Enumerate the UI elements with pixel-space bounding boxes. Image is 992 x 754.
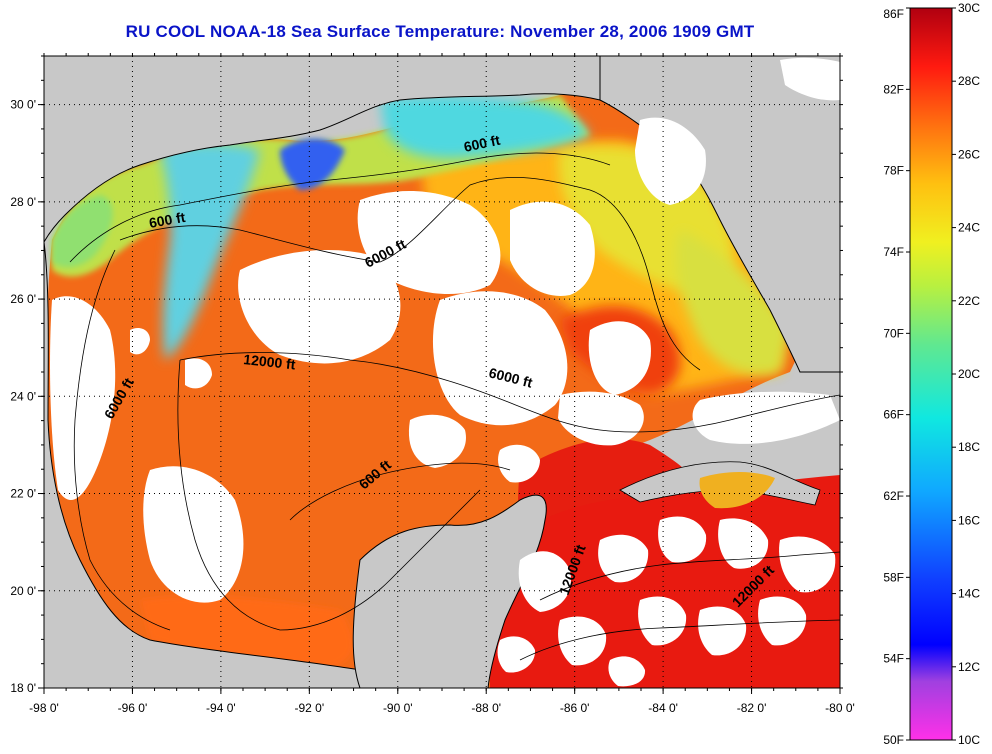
- colorbar-gradient: [909, 7, 953, 741]
- lon-tick-label: -80 0': [825, 701, 855, 715]
- campeche-warm: [140, 595, 354, 670]
- lat-tick-label: 18 0': [10, 681, 36, 695]
- contour-12000ft-south: [177, 359, 481, 631]
- contour-label: 600 ft: [148, 209, 187, 231]
- mobile-bay-cyan: [380, 95, 590, 159]
- lat-tick-label: 30 0': [10, 98, 36, 112]
- colorbar-c-label: 12C: [958, 660, 980, 674]
- colorbar-c-label: 20C: [958, 367, 980, 381]
- contour-600ft-yucatan: [289, 462, 511, 521]
- lon-tick-label: -90 0': [383, 701, 413, 715]
- colorbar-celsius-labels: 30C 28C 26C 24C 22C 20C 18C 16C 14C 12C 10C: [952, 1, 980, 747]
- contour-12000ft-cayman: [539, 551, 840, 601]
- lat-tick-label: 22 0': [10, 487, 36, 501]
- contour-6000ft-western-slope: [73, 249, 171, 631]
- lat-tick-label: 28 0': [10, 195, 36, 209]
- texas-shelf-green: [52, 195, 113, 268]
- lon-tick-label: -92 0': [295, 701, 325, 715]
- colorbar-c-label: 22C: [958, 294, 980, 308]
- colorbar-c-label: 28C: [958, 74, 980, 88]
- cuban-shelf-yellow: [699, 472, 775, 509]
- colorbar: 86F 82F 78F 74F 70F 66F 62F 58F 54F 50F 30C 28C 26C…: [883, 1, 980, 747]
- lon-tick-label: -86 0': [560, 701, 590, 715]
- colorbar-f-label: 70F: [883, 326, 904, 340]
- lat-tick-label: 26 0': [10, 292, 36, 306]
- yucatan-land: [352, 494, 547, 688]
- map-grid: [44, 56, 840, 688]
- colorbar-f-label: 78F: [883, 164, 904, 178]
- contour-12000ft: [179, 352, 840, 433]
- longitude-axis: -98 0' -96 0' -94 0' -92 0' -90 0' -88 0' -86 …: [29, 53, 855, 715]
- colorbar-f-label: 66F: [883, 408, 904, 422]
- colorbar-c-label: 24C: [958, 221, 980, 235]
- lon-tick-label: -84 0': [648, 701, 678, 715]
- map-title: RU COOL NOAA-18 Sea Surface Temperature:…: [125, 22, 755, 41]
- contour-6000ft-west: [119, 177, 701, 371]
- mexico-land: [44, 241, 361, 688]
- lon-tick-label: -88 0': [471, 701, 501, 715]
- mississippi-cold-blue: [280, 138, 345, 190]
- colorbar-f-label: 54F: [883, 652, 904, 666]
- west-florida-shelf: [676, 230, 790, 375]
- louisiana-cold-cyan: [160, 142, 260, 360]
- us-gulf-coast-land: [44, 56, 601, 244]
- sst-map: 600 ft 600 ft 6000 ft 12000 ft 6000 ft 6…: [44, 56, 840, 688]
- colorbar-f-label: 62F: [883, 489, 904, 503]
- colorbar-f-label: 74F: [883, 245, 904, 259]
- colorbar-c-label: 16C: [958, 513, 980, 527]
- colorbar-f-label: 86F: [883, 7, 904, 21]
- latitude-axis: 18 0' 20 0' 22 0' 24 0' 26 0' 28 0' 30 0': [10, 55, 843, 695]
- colorbar-c-label: 18C: [958, 440, 980, 454]
- colorbar-c-label: 14C: [958, 587, 980, 601]
- lon-tick-label: -96 0': [118, 701, 148, 715]
- contour-600ft-north: [69, 152, 611, 263]
- lat-tick-label: 20 0': [10, 584, 36, 598]
- contour-label: 600 ft: [462, 132, 501, 155]
- contour-label: 12000 ft: [243, 351, 297, 372]
- lon-tick-label: -98 0': [29, 701, 59, 715]
- colorbar-c-label: 26C: [958, 147, 980, 161]
- colorbar-f-label: 50F: [883, 733, 904, 747]
- colorbar-fahrenheit-labels: 86F 82F 78F 74F 70F 66F 62F 58F 54F 50F: [883, 7, 910, 747]
- colorbar-f-label: 58F: [883, 570, 904, 584]
- colorbar-c-label: 10C: [958, 733, 980, 747]
- colorbar-c-label: 30C: [958, 1, 980, 15]
- lon-tick-label: -82 0': [737, 701, 767, 715]
- lat-tick-label: 24 0': [10, 389, 36, 403]
- bathymetry-contours: [69, 152, 840, 661]
- colorbar-f-label: 82F: [883, 82, 904, 96]
- contour-cayman-trench: [519, 619, 840, 661]
- lon-tick-label: -94 0': [206, 701, 236, 715]
- cloud-cover: [50, 57, 840, 687]
